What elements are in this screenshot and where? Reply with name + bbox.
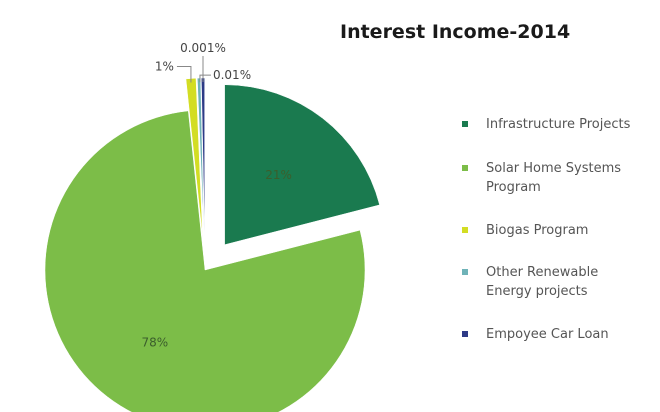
legend-swatch xyxy=(462,121,468,127)
legend-label: Empoyee Car Loan xyxy=(486,327,609,342)
pie-slices xyxy=(44,77,380,412)
legend-label: Solar Home Systems xyxy=(486,161,621,176)
pie-slice-infrastructure-projects xyxy=(224,84,380,246)
legend-swatch xyxy=(462,269,468,275)
legend-label: Infrastructure Projects xyxy=(486,117,631,132)
slice-labels: 21% 78% 1% 0.01% 0.001% xyxy=(141,41,291,349)
legend-swatch xyxy=(462,331,468,337)
chart-title: Interest Income-2014 xyxy=(340,21,570,43)
legend-label: Other Renewable xyxy=(486,265,598,280)
slice-label-empoyee-car-loan: 0.001% xyxy=(180,41,226,55)
pie-slice-other-renewable-energy-projects xyxy=(197,77,205,239)
legend: Infrastructure Projects Solar Home System… xyxy=(462,117,631,342)
legend-label: Energy projects xyxy=(486,284,588,299)
pie-slice-solar-home-systems-program xyxy=(44,110,366,412)
slice-label-biogas-program: 1% xyxy=(155,60,174,74)
legend-swatch xyxy=(462,165,468,171)
slice-label-infrastructure-projects: 21% xyxy=(265,168,292,182)
legend-label: Program xyxy=(486,180,541,195)
legend-label: Biogas Program xyxy=(486,223,588,238)
slice-label-solar-home-systems-program: 78% xyxy=(141,335,168,349)
leader-line xyxy=(199,74,211,83)
leader-line xyxy=(176,66,192,83)
slice-label-other-renewable-energy-projects: 0.01% xyxy=(213,68,251,82)
legend-swatch xyxy=(462,227,468,233)
